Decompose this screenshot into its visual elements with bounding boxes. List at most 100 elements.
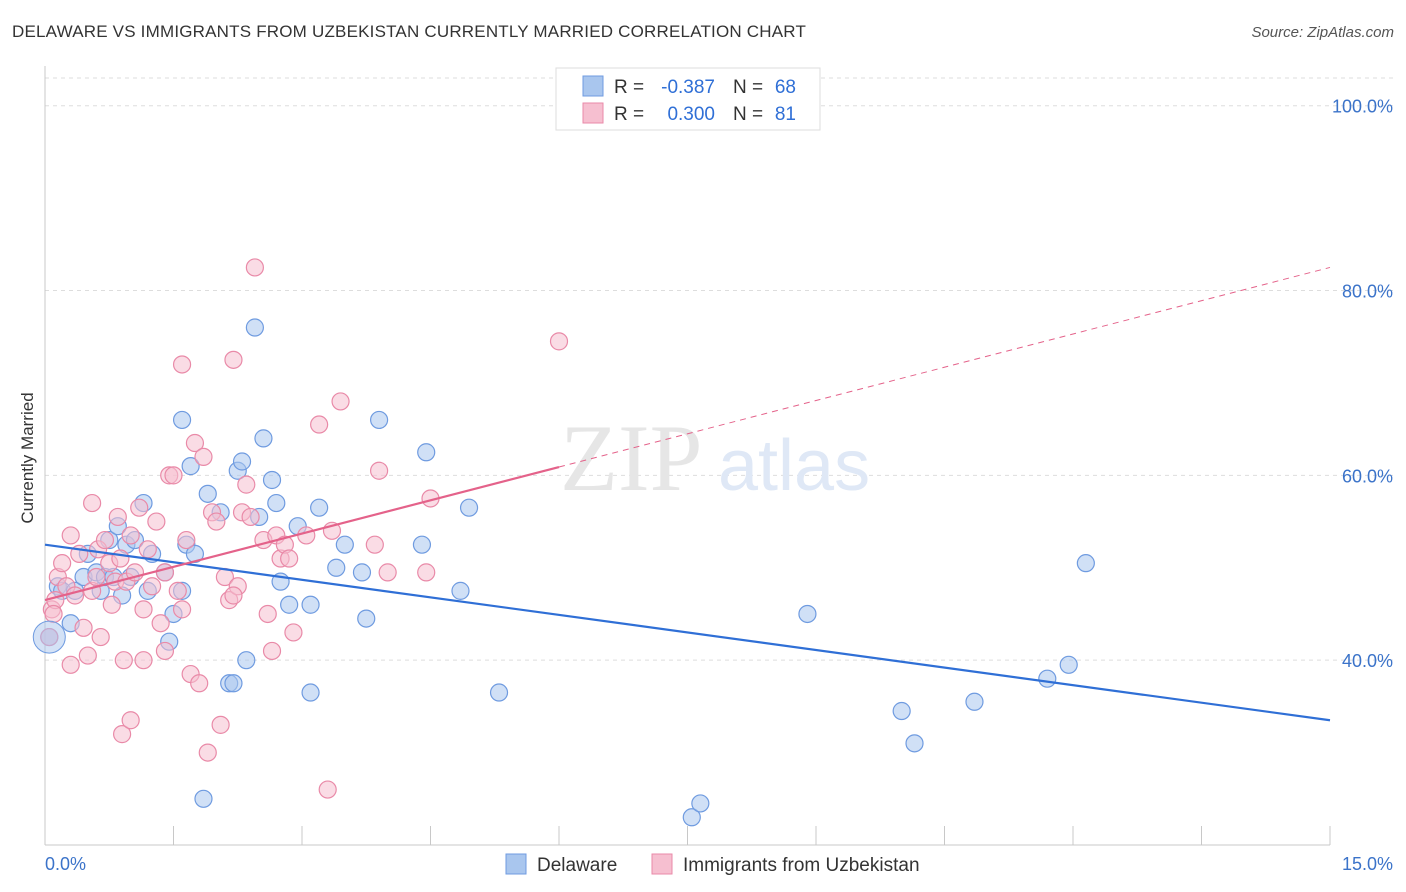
uzbekistan-point [83, 493, 102, 513]
delaware-point [1038, 669, 1057, 688]
legend-top: R = -0.387 N = 68 R = 0.300 N = 81 [555, 67, 821, 131]
uzbekistan-point [224, 350, 243, 369]
uzbekistan-point [134, 600, 153, 619]
uzbekistan-point [185, 433, 205, 453]
uzbekistan-point [130, 498, 149, 517]
legend-n-value: 68 [775, 77, 796, 98]
delaware-point [489, 683, 509, 702]
uzbekistan-point [65, 586, 85, 605]
y-tick-label: 60.0% [1342, 466, 1393, 486]
uzbekistan-point [284, 623, 303, 642]
uzbekistan-point [237, 475, 256, 494]
uzbekistan-point [365, 535, 384, 554]
uzbekistan-point [155, 641, 175, 661]
legend-n-label: N = [733, 77, 763, 98]
delaware-point [198, 484, 217, 503]
uzbekistan-point [114, 651, 133, 670]
uzbekistan-point [172, 355, 192, 374]
delaware-point [1076, 554, 1095, 573]
delaware-point [310, 498, 329, 517]
delaware-point [892, 701, 911, 721]
watermark-zip: ZIP [560, 405, 703, 511]
delaware-point [301, 683, 320, 702]
uzbekistan-point [168, 581, 187, 600]
watermark: ZIP atlas [560, 405, 870, 511]
uzbekistan-trend-line [44, 465, 560, 602]
delaware-point [245, 318, 264, 337]
uzbekistan-point [112, 725, 132, 744]
uzbekistan-point [78, 646, 97, 665]
uzbekistan-point [91, 627, 110, 647]
uzbekistan-trend-extension [558, 266, 1331, 468]
y-tick-label: 100.0% [1332, 97, 1393, 117]
uzbekistan-point [331, 392, 350, 411]
uzbekistan-point [297, 526, 316, 545]
delaware-point [682, 808, 701, 827]
uzbekistan-point [211, 715, 230, 734]
uzbekistan-point [108, 507, 127, 527]
delaware-point [370, 410, 389, 430]
uzbekistan-point [190, 674, 209, 693]
uzbekistan-point [318, 780, 337, 799]
legend-label: Immigrants from Uzbekistan [683, 855, 920, 876]
uzbekistan-point [138, 540, 157, 559]
uzbekistan-point [87, 567, 106, 587]
delaware-point [905, 734, 924, 753]
uzbekistan-point [310, 415, 329, 434]
delaware-point [237, 651, 256, 670]
uzbekistan-point [74, 618, 93, 637]
legend-swatch [651, 853, 673, 875]
uzbekistan-point [177, 530, 196, 550]
uzbekistan-point [262, 641, 282, 661]
delaware-point [965, 692, 984, 711]
uzbekistan-point [194, 447, 213, 466]
legend-n-label: N = [733, 104, 763, 125]
delaware-point [262, 470, 282, 490]
uzbekistan-point [172, 600, 192, 619]
uzbekistan-point [224, 586, 243, 605]
data-points [32, 258, 1095, 827]
delaware-point [224, 674, 243, 693]
uzbekistan-point [53, 554, 72, 573]
uzbekistan-point [370, 461, 389, 480]
uzbekistan-point [164, 466, 183, 485]
delaware-point [280, 595, 299, 614]
uzbekistan-point [549, 332, 569, 351]
delaware-point [352, 563, 372, 582]
watermark-atlas: atlas [718, 426, 870, 506]
legend-label: Delaware [537, 855, 617, 876]
legend-r-value: -0.387 [661, 77, 715, 98]
uzbekistan-point [102, 595, 121, 614]
trend-lines [44, 266, 1331, 722]
delaware-point [691, 794, 710, 813]
uzbekistan-point [241, 507, 260, 527]
legend-r-label: R = [614, 77, 644, 98]
uzbekistan-point [61, 655, 80, 674]
x-tick-label: 0.0% [45, 854, 86, 874]
uzbekistan-point [111, 549, 130, 568]
delaware-point [254, 429, 273, 448]
legend-swatch [582, 75, 604, 97]
uzbekistan-point [142, 577, 162, 596]
delaware-point [357, 609, 376, 628]
delaware-trend-line [44, 543, 1331, 722]
uzbekistan-point [134, 651, 153, 670]
uzbekistan-point [44, 604, 63, 624]
delaware-point [798, 604, 817, 624]
uzbekistan-point [61, 526, 80, 545]
legend-swatch [582, 102, 604, 124]
delaware-point [267, 493, 286, 513]
uzbekistan-point [121, 526, 140, 545]
legend-bottom: Delaware Immigrants from Uzbekistan [505, 853, 920, 876]
delaware-point [459, 498, 479, 517]
tick-labels: 100.0% 80.0% 60.0% 40.0% 0.0% 15.0% [45, 97, 1393, 874]
legend-r-value: 0.300 [667, 104, 715, 125]
chart-source: Source: ZipAtlas.com [1251, 24, 1394, 41]
legend-swatch [505, 853, 527, 875]
delaware-point [327, 558, 346, 577]
uzbekistan-point [378, 563, 397, 582]
delaware-point [417, 443, 436, 462]
legend-r-label: R = [614, 104, 644, 125]
delaware-point [1059, 655, 1078, 674]
